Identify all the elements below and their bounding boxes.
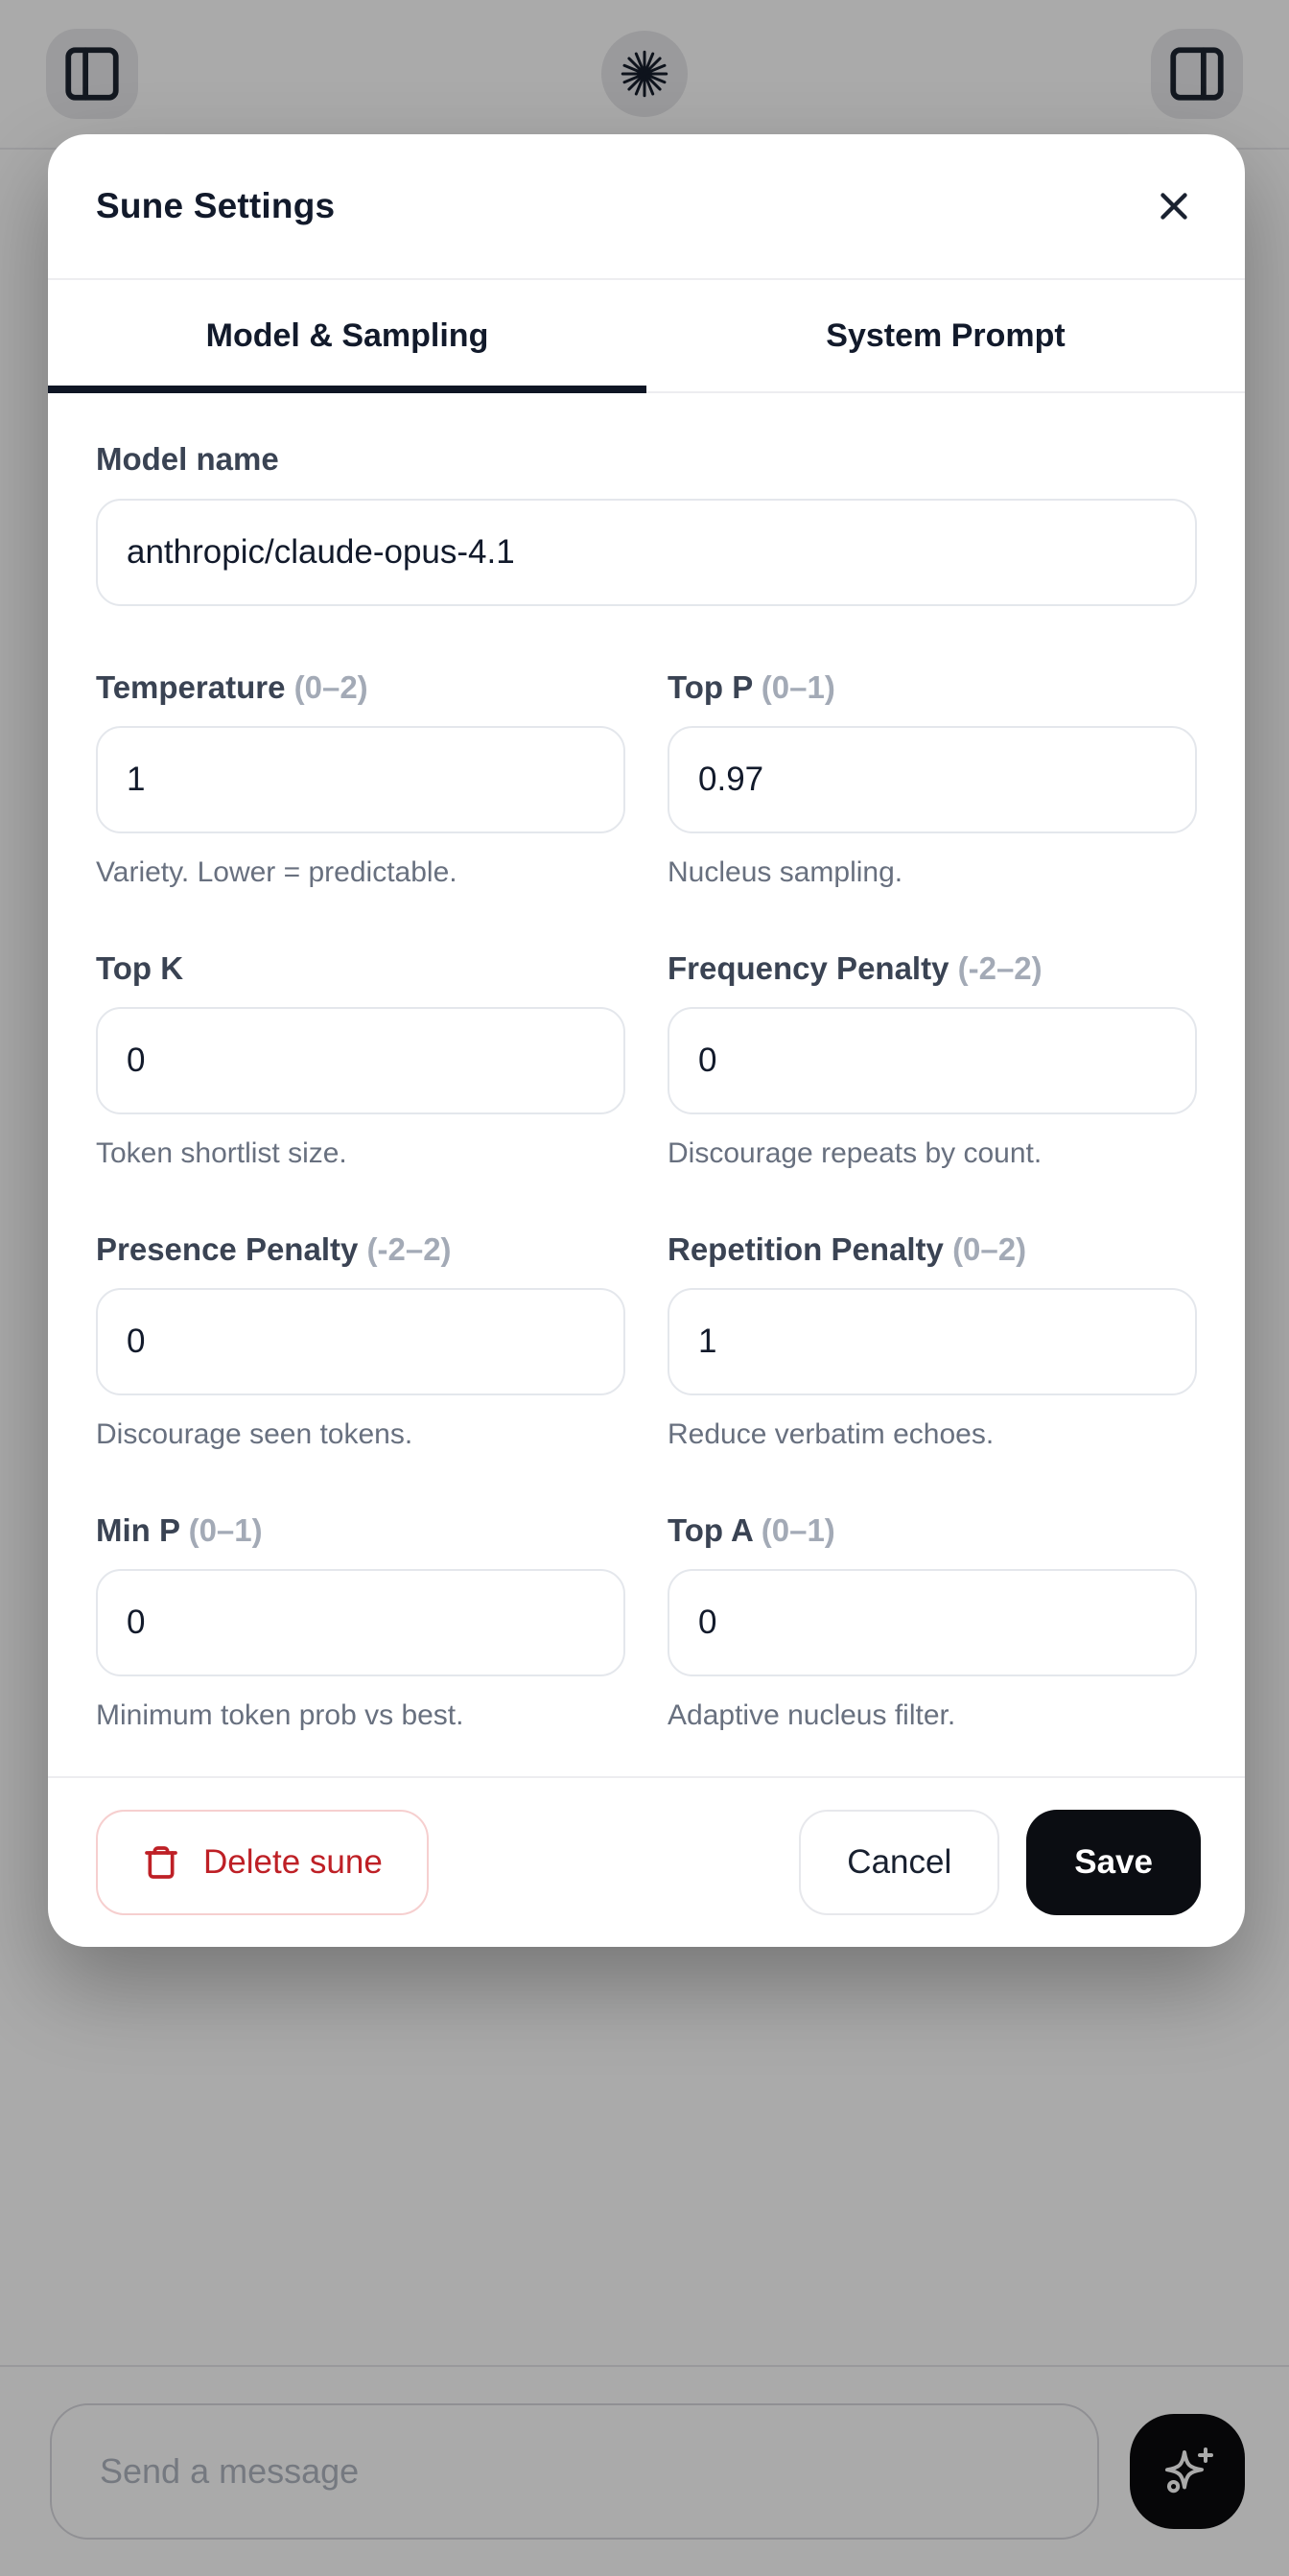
top-p-label: Top P bbox=[668, 669, 753, 705]
frequency-penalty-helper: Discourage repeats by count. bbox=[668, 1137, 1043, 1169]
trash-icon bbox=[142, 1843, 180, 1882]
tab-model-sampling[interactable]: Model & Sampling bbox=[48, 280, 646, 391]
top-p-input[interactable] bbox=[668, 726, 1197, 833]
top-a-field: Top A (0–1) Adaptive nucleus filter. bbox=[668, 1509, 1197, 1734]
top-p-helper: Nucleus sampling. bbox=[668, 856, 903, 888]
panel-left-icon bbox=[60, 42, 124, 105]
close-button[interactable] bbox=[1145, 177, 1203, 235]
model-name-field: Model name bbox=[96, 437, 1197, 606]
presence-penalty-helper: Discourage seen tokens. bbox=[96, 1418, 413, 1450]
model-name-input[interactable] bbox=[96, 499, 1197, 606]
presence-penalty-range: (-2–2) bbox=[366, 1231, 452, 1267]
top-p-range: (0–1) bbox=[761, 669, 835, 705]
top-a-range: (0–1) bbox=[761, 1512, 835, 1548]
cancel-button[interactable]: Cancel bbox=[799, 1810, 1000, 1915]
repetition-penalty-input[interactable] bbox=[668, 1288, 1197, 1395]
sune-settings-modal: Sune Settings Model & Sampling System Pr… bbox=[48, 134, 1245, 1947]
save-button[interactable]: Save bbox=[1026, 1810, 1201, 1915]
sidebar-toggle-button[interactable] bbox=[46, 29, 138, 119]
temperature-input[interactable] bbox=[96, 726, 625, 833]
top-k-input[interactable] bbox=[96, 1007, 625, 1114]
modal-footer: Delete sune Cancel Save bbox=[48, 1776, 1245, 1947]
app-logo-button[interactable] bbox=[601, 31, 688, 117]
frequency-penalty-field: Frequency Penalty (-2–2) Discourage repe… bbox=[668, 947, 1197, 1172]
tab-bar: Model & Sampling System Prompt bbox=[48, 280, 1245, 393]
min-p-input[interactable] bbox=[96, 1569, 625, 1676]
repetition-penalty-field: Repetition Penalty (0–2) Reduce verbatim… bbox=[668, 1228, 1197, 1453]
panel-right-icon bbox=[1165, 42, 1229, 105]
presence-penalty-field: Presence Penalty (-2–2) Discourage seen … bbox=[96, 1228, 625, 1453]
top-k-helper: Token shortlist size. bbox=[96, 1137, 347, 1169]
close-icon bbox=[1152, 184, 1196, 228]
delete-sune-label: Delete sune bbox=[203, 1843, 383, 1881]
top-k-field: Top K Token shortlist size. bbox=[96, 947, 625, 1172]
modal-header: Sune Settings bbox=[48, 134, 1245, 280]
top-p-field: Top P (0–1) Nucleus sampling. bbox=[668, 666, 1197, 891]
settings-form: Model name Temperature (0–2) Variety. Lo… bbox=[48, 393, 1245, 1776]
repetition-penalty-helper: Reduce verbatim echoes. bbox=[668, 1418, 995, 1450]
repetition-penalty-range: (0–2) bbox=[952, 1231, 1027, 1267]
temperature-helper: Variety. Lower = predictable. bbox=[96, 856, 457, 888]
parameter-grid: Temperature (0–2) Variety. Lower = predi… bbox=[96, 666, 1197, 1734]
top-a-helper: Adaptive nucleus filter. bbox=[668, 1699, 956, 1731]
min-p-label: Min P bbox=[96, 1512, 180, 1548]
active-tab-underline bbox=[48, 386, 646, 393]
presence-penalty-input[interactable] bbox=[96, 1288, 625, 1395]
min-p-helper: Minimum token prob vs best. bbox=[96, 1699, 464, 1731]
starburst-logo-icon bbox=[618, 47, 671, 101]
model-name-label: Model name bbox=[96, 441, 279, 477]
message-input[interactable] bbox=[50, 2403, 1099, 2540]
min-p-range: (0–1) bbox=[188, 1512, 263, 1548]
top-a-input[interactable] bbox=[668, 1569, 1197, 1676]
top-a-label: Top A bbox=[668, 1512, 753, 1548]
temperature-range: (0–2) bbox=[293, 669, 368, 705]
message-composer-bar bbox=[0, 2365, 1289, 2576]
tab-system-prompt[interactable]: System Prompt bbox=[646, 280, 1245, 391]
sparkle-icon bbox=[1157, 2441, 1218, 2502]
modal-title: Sune Settings bbox=[96, 186, 336, 225]
frequency-penalty-input[interactable] bbox=[668, 1007, 1197, 1114]
frequency-penalty-range: (-2–2) bbox=[957, 950, 1043, 986]
repetition-penalty-label: Repetition Penalty bbox=[668, 1231, 944, 1267]
min-p-field: Min P (0–1) Minimum token prob vs best. bbox=[96, 1509, 625, 1734]
presence-penalty-label: Presence Penalty bbox=[96, 1231, 359, 1267]
delete-sune-button[interactable]: Delete sune bbox=[96, 1810, 429, 1915]
send-button[interactable] bbox=[1130, 2414, 1245, 2529]
top-k-label: Top K bbox=[96, 950, 184, 986]
temperature-field: Temperature (0–2) Variety. Lower = predi… bbox=[96, 666, 625, 891]
frequency-penalty-label: Frequency Penalty bbox=[668, 950, 949, 986]
temperature-label: Temperature bbox=[96, 669, 286, 705]
right-panel-toggle-button[interactable] bbox=[1151, 29, 1243, 119]
